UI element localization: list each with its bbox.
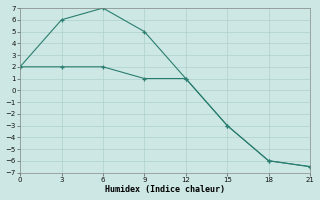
X-axis label: Humidex (Indice chaleur): Humidex (Indice chaleur) bbox=[105, 185, 225, 194]
